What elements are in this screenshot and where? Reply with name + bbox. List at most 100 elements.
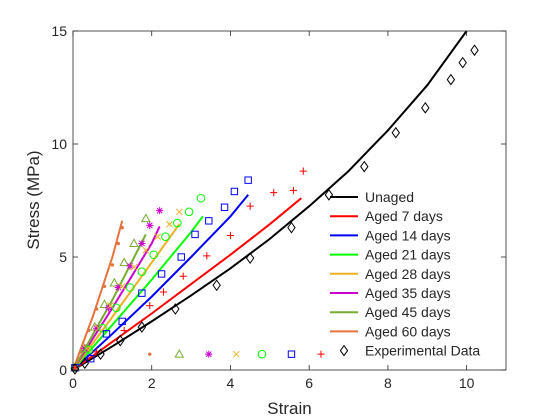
data-point-aged-14-days xyxy=(191,230,199,239)
y-tick-label: 10 xyxy=(51,136,67,152)
legend-label-unaged: Unaged xyxy=(365,189,414,205)
curve-aged-60-days xyxy=(72,220,124,371)
data-point-aged-14-days xyxy=(244,176,252,184)
data-point-aged-14-days xyxy=(220,203,229,211)
y-axis-label: Stress (MPa) xyxy=(24,150,43,249)
data-point-aged-35-days xyxy=(93,324,101,332)
data-point-aged-21-days xyxy=(98,323,107,333)
data-point-aged-21-days xyxy=(173,218,182,228)
data-point-unaged xyxy=(324,188,334,201)
data-point-unaged xyxy=(80,357,90,370)
data-point-aged-7-days xyxy=(120,326,128,335)
x-tick-label: 6 xyxy=(305,375,313,391)
y-tick-label: 15 xyxy=(51,23,67,39)
data-point-aged-14-days xyxy=(87,355,95,363)
data-point-unaged xyxy=(212,279,221,292)
legend: Unaged Aged 7 days Aged 14 days Aged 21 day… xyxy=(330,189,480,359)
data-point-aged-21-days xyxy=(84,345,94,354)
marker-row-aged-21-days xyxy=(257,349,267,359)
data-point-aged-60-days xyxy=(102,284,107,289)
plot-background xyxy=(73,31,506,370)
data-point-unaged xyxy=(446,73,456,86)
data-point-unaged xyxy=(360,160,369,173)
legend-label-aged-28-days: Aged 28 days xyxy=(365,266,451,282)
curve-aged-28-days xyxy=(72,223,181,371)
legend-label-experimental-data: Experimental Data xyxy=(365,343,480,359)
legend-swatch-experimental-data xyxy=(339,344,349,357)
legend-label-aged-35-days: Aged 35 days xyxy=(365,285,451,301)
data-point-aged-7-days xyxy=(246,202,254,210)
data-point-unaged xyxy=(96,348,105,361)
data-point-aged-60-days xyxy=(120,225,124,230)
data-point-aged-45-days xyxy=(119,257,130,267)
x-tick-label: 0 xyxy=(69,375,77,391)
data-point-aged-14-days xyxy=(230,187,239,196)
x-tick-label: 2 xyxy=(148,375,156,391)
marker-row-aged-45-days xyxy=(174,348,185,358)
legend-label-aged-21-days: Aged 21 days xyxy=(365,247,451,263)
data-point-aged-21-days xyxy=(137,267,147,276)
data-point-aged-60-days xyxy=(94,307,99,311)
data-point-unaged xyxy=(171,303,180,315)
data-point-aged-45-days xyxy=(140,213,151,223)
markers-layer xyxy=(70,44,479,375)
data-point-aged-7-days xyxy=(289,186,298,194)
data-point-unaged xyxy=(287,221,296,234)
data-point-unaged xyxy=(245,252,255,264)
data-point-aged-60-days xyxy=(110,263,115,267)
curve-aged-7-days xyxy=(72,197,302,371)
plot-frame xyxy=(72,30,507,371)
data-point-unaged xyxy=(421,101,430,114)
data-point-aged-60-days xyxy=(87,328,91,333)
data-point-aged-7-days xyxy=(159,288,168,296)
x-axis-label: Strain xyxy=(267,399,311,418)
data-point-unaged xyxy=(470,44,479,57)
data-point-aged-35-days xyxy=(126,262,134,270)
ticks-layer: 0 2 4 6 8 10 0 5 10 15 xyxy=(51,23,506,391)
data-point-aged-45-days xyxy=(109,277,120,287)
data-point-aged-28-days xyxy=(142,246,150,254)
data-point-aged-14-days xyxy=(118,317,126,326)
data-point-unaged xyxy=(116,334,125,347)
curve-aged-21-days xyxy=(72,215,204,371)
x-tick-label: 10 xyxy=(459,375,475,391)
data-point-aged-28-days xyxy=(175,208,183,216)
data-point-aged-45-days xyxy=(129,238,139,247)
marker-row-aged-7-days xyxy=(317,350,325,358)
data-point-aged-14-days xyxy=(138,289,146,297)
marker-row-aged-14-days xyxy=(287,350,296,358)
x-tick-label: 8 xyxy=(384,375,392,391)
legend-label-aged-14-days: Aged 14 days xyxy=(365,227,451,243)
marker-row-aged-60-days xyxy=(148,352,152,356)
marker-row-aged-35-days xyxy=(205,350,213,358)
data-point-aged-7-days xyxy=(203,252,211,260)
data-point-aged-21-days xyxy=(149,250,158,260)
data-point-aged-35-days xyxy=(138,239,146,248)
data-point-aged-28-days xyxy=(166,220,173,228)
data-point-aged-28-days xyxy=(154,233,161,241)
curve-unaged xyxy=(72,30,468,371)
data-point-aged-14-days xyxy=(157,270,166,278)
y-tick-label: 5 xyxy=(59,249,67,265)
data-point-unaged xyxy=(458,56,467,69)
data-point-unaged xyxy=(391,126,400,139)
data-point-aged-35-days xyxy=(146,221,154,229)
data-point-aged-7-days xyxy=(179,272,187,280)
curves-layer xyxy=(72,30,468,371)
legend-label-aged-60-days: Aged 60 days xyxy=(365,323,451,339)
data-point-aged-60-days xyxy=(116,241,120,246)
legend-label-aged-45-days: Aged 45 days xyxy=(365,304,451,320)
data-point-aged-7-days xyxy=(270,188,278,197)
data-point-aged-28-days xyxy=(130,263,138,271)
data-point-aged-21-days xyxy=(125,283,135,292)
data-point-aged-14-days xyxy=(102,330,111,338)
data-point-unaged xyxy=(70,363,80,375)
legend-label-aged-7-days: Aged 7 days xyxy=(365,208,443,224)
y-tick-label: 0 xyxy=(59,362,67,378)
data-point-aged-14-days xyxy=(205,217,213,225)
data-point-aged-21-days xyxy=(184,207,194,217)
x-tick-label: 4 xyxy=(227,375,235,391)
data-point-aged-7-days xyxy=(299,167,307,175)
data-point-aged-35-days xyxy=(156,207,164,215)
